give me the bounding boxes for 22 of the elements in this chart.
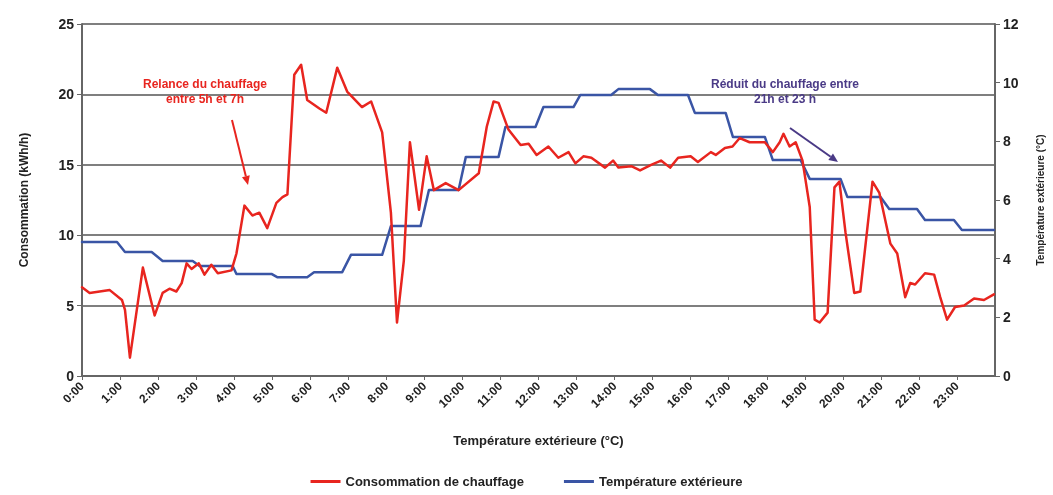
y2-tick-label: 0 (1003, 368, 1011, 384)
annotation: Relance du chauffage entre 5h et 7h (142, 77, 268, 107)
annotation: Réduit du chauffage entre 21h et 23 h (710, 77, 860, 107)
y2-axis-title: Température extérieure (°C) (1034, 134, 1046, 266)
y-tick-label: 5 (66, 297, 75, 314)
legend-label: Consommation de chauffage (345, 474, 524, 489)
y-tick-label: 10 (58, 227, 75, 244)
y-axis-title: Consommation (kWh/h) (17, 132, 31, 268)
x-tick-label: 4:00 (212, 378, 240, 406)
y2-tick-label: 6 (1003, 192, 1011, 208)
y2-tick-label: 12 (1003, 16, 1019, 32)
y2-tick-label: 8 (1003, 133, 1011, 150)
line-series (80, 63, 996, 359)
y-tick-label: 20 (58, 86, 75, 103)
legend-label: Température extérieure (598, 474, 743, 489)
y2-tick-label: 2 (1003, 309, 1011, 326)
y2-tick-label: 4 (1003, 250, 1011, 267)
y2-tick-label: 10 (1003, 74, 1019, 91)
y-tick-label: 15 (58, 156, 75, 173)
x-axis-title: Température extérieure (°C) (453, 433, 624, 448)
y-tick-label: 25 (58, 16, 75, 32)
y-tick-label: 0 (66, 368, 75, 384)
